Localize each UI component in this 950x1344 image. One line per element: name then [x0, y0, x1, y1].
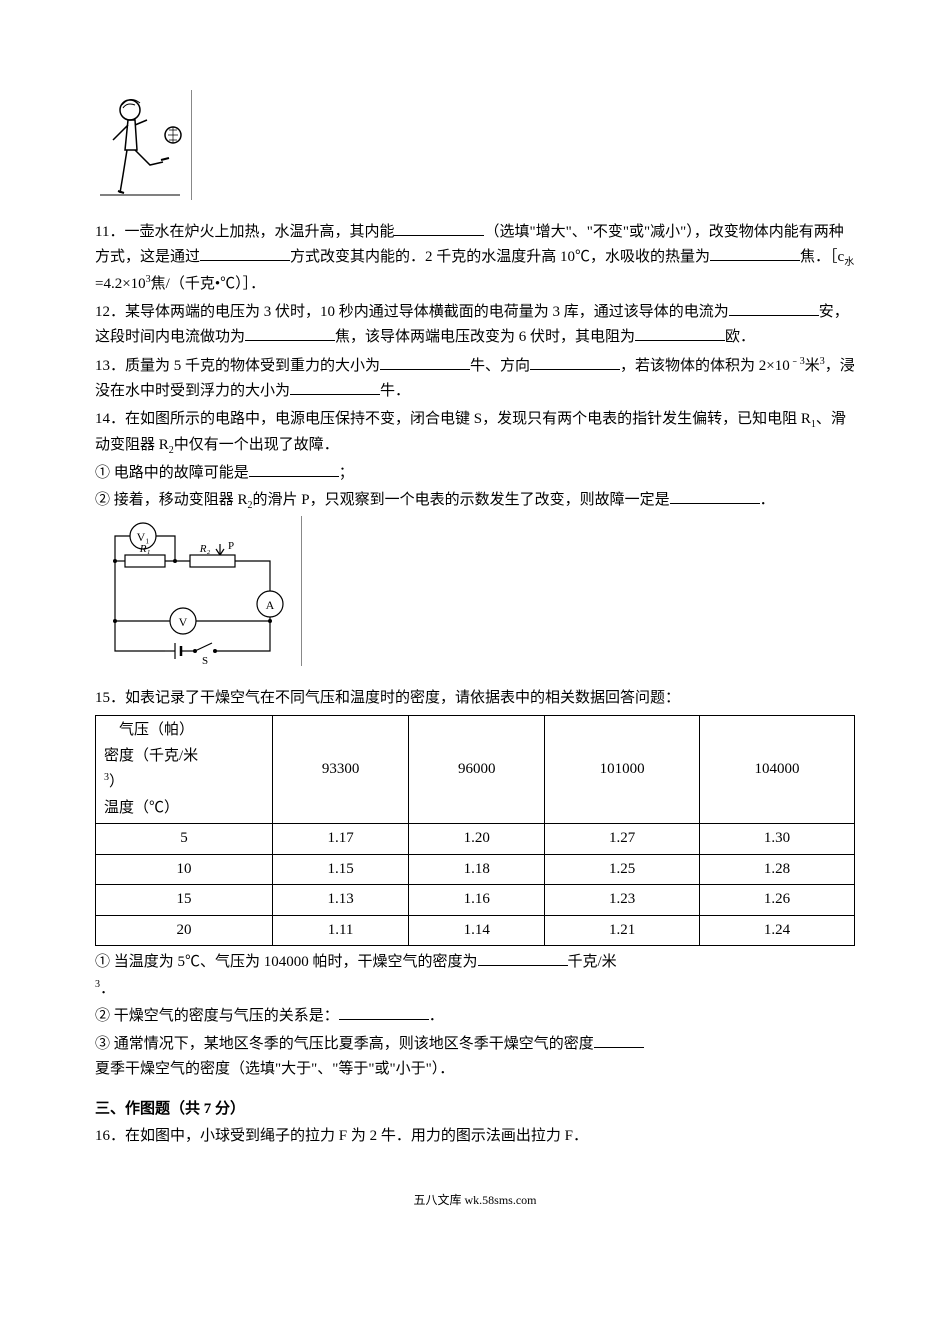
table-cell: 1.26 — [700, 885, 855, 916]
q14-line2: ② 接着，移动变阻器 R2的滑片 P，只观察到一个电表的示数发生了改变，则故障一… — [95, 488, 855, 514]
q14-line2-b: 的滑片 P，只观察到一个电表的示数发生了改变，则故障一定是 — [253, 492, 670, 508]
q11-text-c: 方式改变其内能的．2 千克的水温度升高 10℃，水吸收的热量为 — [290, 249, 710, 265]
q15-q3-b: 夏季干燥空气的密度（选填"大于"、"等于"或"小于"）． — [95, 1061, 454, 1077]
q12-text-d: 欧． — [725, 329, 755, 345]
table-cell: 10 — [96, 854, 273, 885]
q11-blank1[interactable] — [394, 220, 484, 236]
table-cell: 1.16 — [409, 885, 545, 916]
table-cell: 1.11 — [273, 915, 409, 946]
q12-text-c: 焦，该导体两端电压改变为 6 伏时，其电阻为 — [335, 329, 635, 345]
q13-blank1[interactable] — [380, 354, 470, 370]
table-header-row: 气压（帕）密度（千克/米3）温度（℃） 93300 96000 101000 1… — [96, 716, 855, 824]
q14-blank2[interactable] — [670, 488, 760, 504]
circuit-figure: V₁ R₁ R₂ P A V — [95, 516, 302, 666]
q13-blank3[interactable] — [290, 379, 380, 395]
svg-text:R₁: R₁ — [139, 543, 151, 555]
table-col-2: 96000 — [409, 716, 545, 824]
q13-text-a: 13．质量为 5 千克的物体受到重力的大小为 — [95, 358, 380, 374]
section3-title: 三、作图题（共 7 分） — [95, 1097, 855, 1123]
q11-text-d: 焦．［c — [800, 249, 844, 265]
table-header-cell: 气压（帕）密度（千克/米3）温度（℃） — [96, 716, 273, 824]
q13-blank2[interactable] — [530, 354, 620, 370]
q14-text-c: 中仅有一个出现了故障． — [174, 437, 339, 453]
q14-line1-b: ； — [339, 465, 354, 481]
q15-sub2: ② 干燥空气的密度与气压的关系是： ． — [95, 1004, 855, 1030]
table-cell: 1.25 — [545, 854, 700, 885]
table-cell: 1.24 — [700, 915, 855, 946]
table-col-1: 93300 — [273, 716, 409, 824]
q13: 13．质量为 5 千克的物体受到重力的大小为 牛、方向 ，若该物体的体积为 2×10… — [95, 353, 855, 405]
table-cell: 20 — [96, 915, 273, 946]
svg-text:P: P — [228, 540, 234, 552]
q14-intro: 14．在如图所示的电路中，电源电压保持不变，闭合电键 S，发现只有两个电表的指针… — [95, 407, 855, 459]
q11-text-f: 焦/（千克•℃）］． — [151, 276, 265, 292]
table-cell: 1.15 — [273, 854, 409, 885]
q14-text-a: 14．在如图所示的电路中，电源电压保持不变，闭合电键 S，发现只有两个电表的指针… — [95, 411, 811, 427]
q15-blank1[interactable] — [478, 950, 568, 966]
q11-text-e: =4.2×10 — [95, 276, 146, 292]
q12: 12．某导体两端的电压为 3 伏时，10 秒内通过导体横截面的电荷量为 3 库，… — [95, 300, 855, 351]
svg-text:R₂: R₂ — [199, 543, 211, 555]
q13-text-f: 牛． — [380, 383, 410, 399]
q15-intro: 15．如表记录了干燥空气在不同气压和温度时的密度，请依据表中的相关数据回答问题： — [95, 686, 855, 712]
q11: 11．一壶水在炉火上加热，水温升高，其内能（选填"增大"、"不变"或"减小"），… — [95, 220, 855, 298]
table-cell: 1.28 — [700, 854, 855, 885]
q14-line1-a: ① 电路中的故障可能是 — [95, 465, 249, 481]
q12-blank2[interactable] — [245, 325, 335, 341]
table-cell: 1.17 — [273, 824, 409, 855]
svg-text:V: V — [179, 615, 188, 629]
q15-sub1: ① 当温度为 5℃、气压为 104000 帕时，干燥空气的密度为千克/米3． — [95, 950, 855, 1002]
q13-text-c: ，若该物体的体积为 2×10 — [620, 358, 790, 374]
circuit-svg: V₁ R₁ R₂ P A V — [95, 516, 295, 666]
q11-blank3[interactable] — [710, 245, 800, 261]
q14-blank1[interactable] — [249, 461, 339, 477]
q15-q1-b: 千克/米 — [568, 954, 617, 970]
q11-subscript: 水 — [844, 257, 854, 268]
table-cell: 1.27 — [545, 824, 700, 855]
q14-line2-a: ② 接着，移动变阻器 R — [95, 492, 248, 508]
q12-blank1[interactable] — [729, 300, 819, 316]
table-cell: 1.13 — [273, 885, 409, 916]
table-row: 5 1.17 1.20 1.27 1.30 — [96, 824, 855, 855]
q15-q1-c: ． — [100, 981, 115, 997]
q15-blank3[interactable] — [594, 1032, 644, 1048]
table-cell: 1.23 — [545, 885, 700, 916]
table-col-3: 101000 — [545, 716, 700, 824]
table-col-4: 104000 — [700, 716, 855, 824]
q15-q3-a: ③ 通常情况下，某地区冬季的气压比夏季高，则该地区冬季干燥空气的密度 — [95, 1036, 594, 1052]
density-table: 气压（帕）密度（千克/米3）温度（℃） 93300 96000 101000 1… — [95, 715, 855, 946]
q14-line1: ① 电路中的故障可能是 ； — [95, 461, 855, 487]
table-row: 10 1.15 1.18 1.25 1.28 — [96, 854, 855, 885]
kick-svg — [95, 90, 185, 200]
q13-text-b: 牛、方向 — [470, 358, 530, 374]
q16: 16．在如图中，小球受到绳子的拉力 F 为 2 牛．用力的图示法画出拉力 F． — [95, 1124, 855, 1150]
kick-figure — [95, 90, 192, 200]
q12-text-a: 12．某导体两端的电压为 3 伏时，10 秒内通过导体横截面的电荷量为 3 库，… — [95, 304, 729, 320]
q15-q2-b: ． — [429, 1008, 444, 1024]
q11-text-a: 11．一壶水在炉火上加热，水温升高，其内能 — [95, 224, 394, 240]
table-cell: 15 — [96, 885, 273, 916]
q13-exp: ﹣3 — [790, 356, 805, 367]
table-cell: 1.20 — [409, 824, 545, 855]
svg-text:V₁: V₁ — [137, 530, 150, 544]
q15-q1-a: ① 当温度为 5℃、气压为 104000 帕时，干燥空气的密度为 — [95, 954, 478, 970]
table-row: 15 1.13 1.16 1.23 1.26 — [96, 885, 855, 916]
q11-blank2[interactable] — [200, 245, 290, 261]
table-cell: 1.14 — [409, 915, 545, 946]
table-row: 20 1.11 1.14 1.21 1.24 — [96, 915, 855, 946]
svg-text:A: A — [266, 598, 275, 612]
page-footer: 五八文库 wk.58sms.com — [95, 1190, 855, 1210]
table-cell: 1.21 — [545, 915, 700, 946]
table-cell: 1.18 — [409, 854, 545, 885]
svg-text:S: S — [202, 655, 208, 666]
q12-blank3[interactable] — [635, 325, 725, 341]
q14-line2-c: ． — [760, 492, 775, 508]
q15-q2-a: ② 干燥空气的密度与气压的关系是： — [95, 1008, 339, 1024]
q13-text-d: 米 — [805, 358, 820, 374]
q15-blank2[interactable] — [339, 1004, 429, 1020]
table-cell: 5 — [96, 824, 273, 855]
table-cell: 1.30 — [700, 824, 855, 855]
q15-sub3: ③ 通常情况下，某地区冬季的气压比夏季高，则该地区冬季干燥空气的密度夏季干燥空气… — [95, 1032, 855, 1083]
